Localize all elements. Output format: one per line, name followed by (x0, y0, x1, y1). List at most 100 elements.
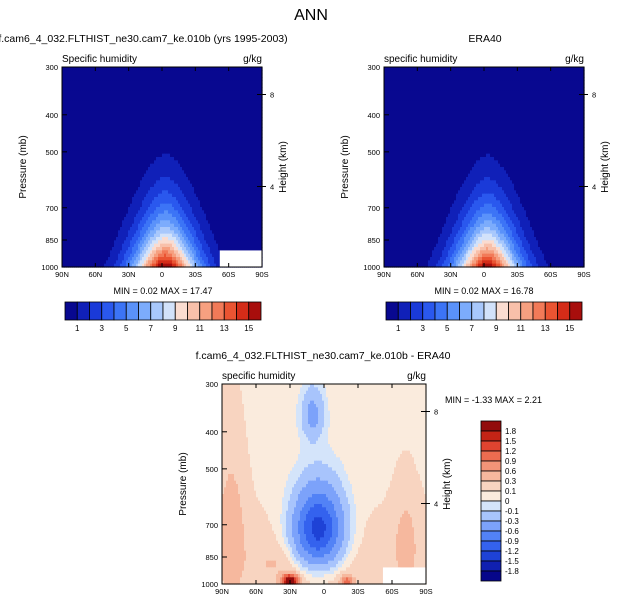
field-cell (94, 80, 97, 85)
field-cell (62, 157, 65, 161)
field-cell (236, 87, 239, 91)
field-cell (164, 147, 167, 151)
field-cell (146, 127, 149, 131)
field-cell (68, 97, 71, 101)
field-cell (108, 143, 111, 148)
field-cell (78, 110, 81, 115)
field-cell (240, 110, 243, 115)
field-cell (114, 93, 117, 98)
field-cell (112, 93, 115, 98)
field-cell (112, 90, 115, 95)
field-cell (102, 67, 105, 71)
field-cell (72, 103, 75, 108)
field-cell (114, 113, 117, 118)
field-cell (74, 103, 77, 108)
field-cell (154, 103, 157, 108)
field-cell (102, 110, 105, 115)
field-cell (128, 103, 131, 108)
field-cell (196, 80, 199, 85)
field-cell (154, 107, 157, 111)
field-cell (144, 147, 147, 151)
field-cell (202, 130, 205, 135)
field-cell (164, 143, 167, 148)
field-cell (202, 97, 205, 101)
field-cell (100, 103, 103, 108)
field-cell (182, 100, 185, 105)
field-cell (182, 73, 185, 78)
field-cell (112, 117, 115, 121)
field-cell (146, 83, 149, 88)
field-cell (92, 93, 95, 98)
field-cell (84, 133, 87, 138)
field-cell (140, 87, 143, 91)
field-cell (146, 123, 149, 128)
field-cell (72, 70, 75, 75)
field-cell (168, 87, 171, 91)
field-cell (232, 77, 235, 81)
field-cell (66, 100, 69, 105)
field-cell (228, 90, 231, 95)
field-cell (106, 137, 109, 141)
field-cell (214, 133, 217, 138)
field-cell (216, 80, 219, 85)
field-cell (202, 123, 205, 128)
field-cell (152, 107, 155, 111)
field-cell (96, 103, 99, 108)
field-cell (120, 147, 123, 151)
field-cell (86, 120, 89, 125)
field-cell (188, 140, 191, 145)
field-cell (102, 137, 105, 141)
field-cell (114, 127, 117, 131)
field-cell (98, 90, 101, 95)
field-cell (116, 137, 119, 141)
field-cell (208, 97, 211, 101)
field-cell (90, 137, 93, 141)
field-cell (202, 77, 205, 81)
field-cell (80, 67, 83, 71)
field-cell (204, 143, 207, 148)
field-cell (104, 93, 107, 98)
field-cell (250, 83, 253, 88)
field-cell (86, 107, 89, 111)
field-cell (80, 110, 83, 115)
field-cell (224, 70, 227, 75)
field-cell (76, 110, 79, 115)
field-cell (226, 143, 229, 148)
field-cell (158, 137, 161, 141)
field-cell (176, 117, 179, 121)
field-cell (226, 147, 229, 151)
field-cell (112, 153, 115, 158)
field-cell (242, 130, 245, 135)
field-cell (182, 77, 185, 81)
field-cell (254, 147, 257, 151)
field-cell (164, 150, 167, 155)
field-cell (138, 73, 141, 78)
field-cell (234, 127, 237, 131)
field-cell (182, 157, 185, 161)
field-cell (190, 100, 193, 105)
field-cell (242, 87, 245, 91)
field-cell (240, 77, 243, 81)
field-cell (186, 153, 189, 158)
field-cell (136, 143, 139, 148)
field-cell (108, 103, 111, 108)
field-cell (208, 157, 211, 161)
field-cell (136, 107, 139, 111)
field-cell (168, 93, 171, 98)
field-cell (222, 153, 225, 158)
field-cell (206, 130, 209, 135)
field-cell (104, 103, 107, 108)
field-cell (68, 93, 71, 98)
field-cell (232, 100, 235, 105)
field-cell (260, 117, 263, 121)
field-cell (76, 77, 79, 81)
field-cell (258, 87, 261, 91)
field-cell (108, 97, 111, 101)
field-cell (218, 97, 221, 101)
field-cell (66, 80, 69, 85)
field-cell (250, 107, 253, 111)
field-cell (108, 80, 111, 85)
field-cell (114, 70, 117, 75)
field-cell (116, 97, 119, 101)
